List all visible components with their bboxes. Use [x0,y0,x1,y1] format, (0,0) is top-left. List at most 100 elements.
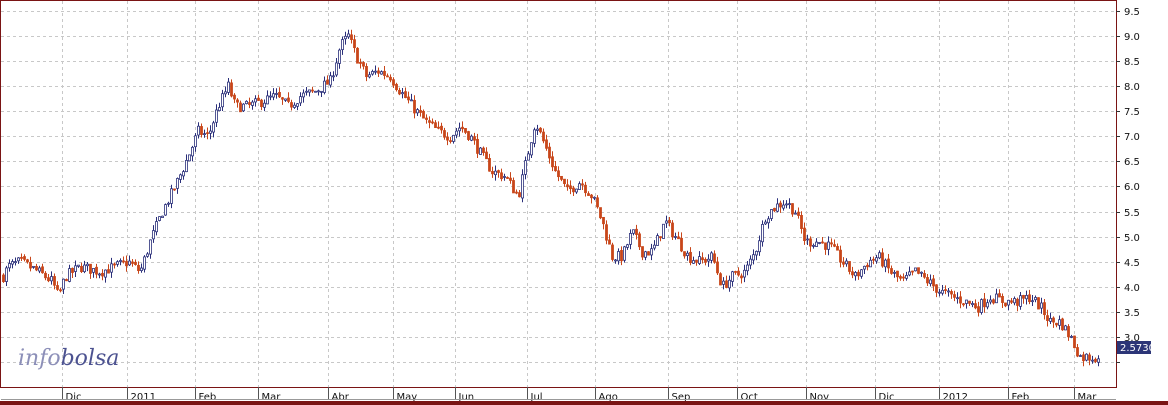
candle [821,236,824,244]
candle [470,134,473,142]
candle [29,256,32,272]
bottom-border [0,401,1168,405]
candle [389,74,392,83]
candle [359,58,362,69]
candle [164,203,167,216]
candle-body [791,203,794,215]
candle-body [527,153,530,161]
candle [152,225,155,243]
candle-body [998,293,1001,298]
candle-body [5,267,8,282]
candle [977,301,980,317]
candle-body [269,95,272,98]
candle-body [827,241,830,250]
candle [707,254,710,267]
candle-body [662,223,665,239]
candle-body [272,93,275,98]
candle-body [992,299,995,304]
candle-body [1025,294,1028,300]
candle-body [539,127,542,133]
candle-body [1013,298,1016,304]
candles [2,29,1100,367]
candle [281,96,284,105]
candle [905,271,908,281]
candle [809,236,812,252]
candle-body [323,80,326,93]
candle [761,220,764,247]
candle-body [452,134,455,142]
candle-body [116,261,119,265]
candle [653,240,656,251]
candle-body [731,271,734,282]
candle [962,302,965,307]
candle [227,77,230,96]
candle-body [836,246,839,251]
candle [113,262,116,269]
candle-body [1076,347,1079,357]
candle-body [347,33,350,38]
candle-body [1091,359,1094,362]
candle-body [716,261,719,274]
candle [350,29,353,44]
candle [23,254,26,262]
candle [536,124,539,135]
candle-body [1037,297,1040,310]
candle-body [941,289,944,294]
candle [26,258,29,264]
candle [650,243,653,261]
y-tick-label: 6.0 [1124,182,1140,193]
candle-body [449,140,452,142]
candle-body [770,209,773,219]
candle [980,298,983,315]
candle [578,181,581,190]
candle [329,71,332,88]
candle-body [809,238,812,247]
candle [335,58,338,77]
x-tick-label: Dic [879,392,895,403]
candle [668,217,671,227]
candle [383,66,386,80]
candle [773,207,776,213]
candle-body [374,70,377,73]
candle-body [155,221,158,233]
candle [320,90,323,97]
candle-body [191,146,194,157]
candle-body [602,216,605,225]
candle [593,196,596,201]
candle [8,259,11,272]
candle-body [728,279,731,289]
candle [959,291,962,309]
candle [677,231,680,240]
candle-body [647,251,650,256]
candle-body [605,224,608,241]
candle-body [1019,295,1022,307]
candle-body [71,267,74,273]
candle [176,177,179,194]
candle [647,251,650,256]
candle-body [776,203,779,212]
candle-body [1055,322,1058,326]
candle-body [296,103,299,107]
last-value-badge: 2.5730 [1117,341,1155,354]
candle [659,236,662,242]
candle [1097,355,1100,367]
candle [539,127,542,134]
candle-body [1040,302,1043,309]
y-tick-label: 9.5 [1124,7,1140,18]
candle [371,69,374,76]
candle-body [281,97,284,100]
candle-body [524,160,527,175]
candle-body [440,125,443,131]
candle [1067,324,1070,341]
candle [632,229,635,236]
candle-body [884,259,887,268]
candle [920,271,923,277]
candle [200,123,203,138]
candle-body [95,266,98,275]
candle [902,273,905,282]
candle-body [497,170,500,173]
candle [1013,296,1016,306]
candle-body [785,203,788,206]
candle [1061,317,1064,331]
candle [554,161,557,172]
